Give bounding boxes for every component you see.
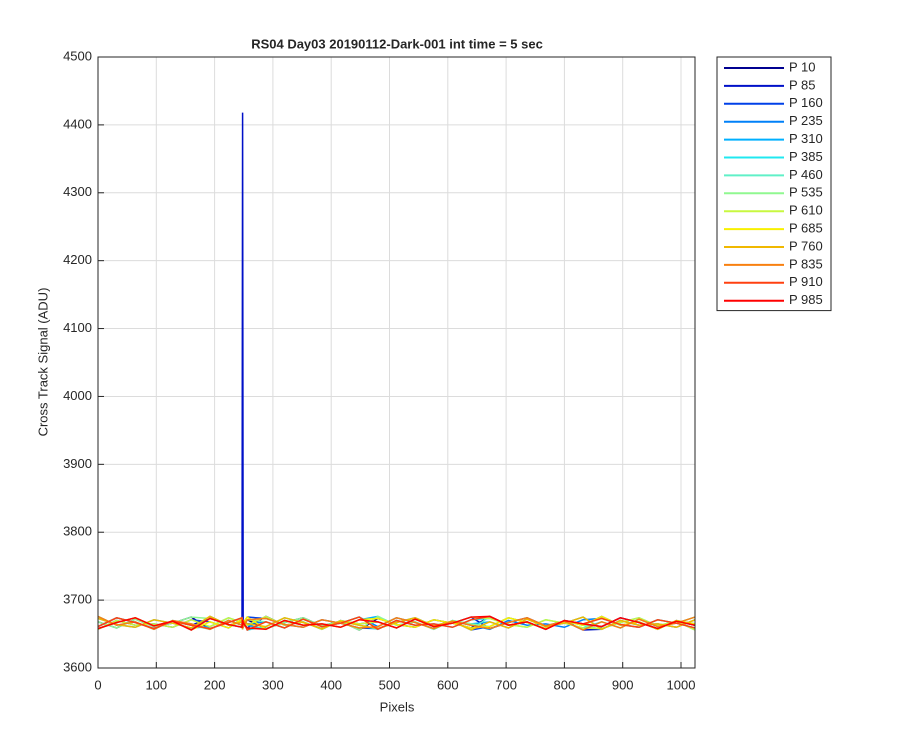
x-tick-label: 0 (94, 677, 101, 692)
x-tick-label: 1000 (667, 677, 696, 692)
y-tick-label: 4400 (63, 116, 92, 131)
legend-label: P 385 (789, 149, 823, 164)
y-tick-label: 4200 (63, 252, 92, 267)
y-tick-label: 3600 (63, 659, 92, 674)
y-tick-label: 3800 (63, 524, 92, 539)
legend-label: P 835 (789, 256, 823, 271)
x-tick-label: 800 (554, 677, 576, 692)
legend-label: P 460 (789, 167, 823, 182)
x-axis-label: Pixels (380, 699, 415, 714)
x-tick-label: 400 (320, 677, 342, 692)
y-tick-label: 4000 (63, 388, 92, 403)
y-tick-label: 4300 (63, 184, 92, 199)
legend-label: P 535 (789, 185, 823, 200)
x-tick-label: 900 (612, 677, 634, 692)
x-tick-label: 100 (145, 677, 167, 692)
legend-label: P 910 (789, 274, 823, 289)
legend-label: P 160 (789, 95, 823, 110)
legend-label: P 685 (789, 221, 823, 236)
legend-box (716, 56, 832, 312)
x-tick-label: 300 (262, 677, 284, 692)
y-tick-label: 3700 (63, 592, 92, 607)
y-tick-label: 4100 (63, 320, 92, 335)
legend-label: P 10 (789, 59, 816, 74)
legend-label: P 610 (789, 203, 823, 218)
y-axis-label: Cross Track Signal (ADU) (35, 288, 50, 437)
axes-box (97, 56, 696, 669)
x-tick-label: 600 (437, 677, 459, 692)
legend-label: P 985 (789, 292, 823, 307)
series-line (97, 615, 696, 631)
y-tick-label: 3900 (63, 456, 92, 471)
x-tick-label: 700 (495, 677, 517, 692)
x-tick-label: 200 (204, 677, 226, 692)
plot-area (98, 57, 695, 668)
series-line (97, 615, 696, 631)
legend-label: P 235 (789, 113, 823, 128)
legend-label: P 760 (789, 238, 823, 253)
x-tick-label: 500 (379, 677, 401, 692)
legend-label: P 310 (789, 131, 823, 146)
y-tick-label: 4500 (63, 48, 92, 63)
legend-label: P 85 (789, 77, 816, 92)
chart-title: RS04 Day03 20190112-Dark-001 int time = … (251, 36, 543, 51)
